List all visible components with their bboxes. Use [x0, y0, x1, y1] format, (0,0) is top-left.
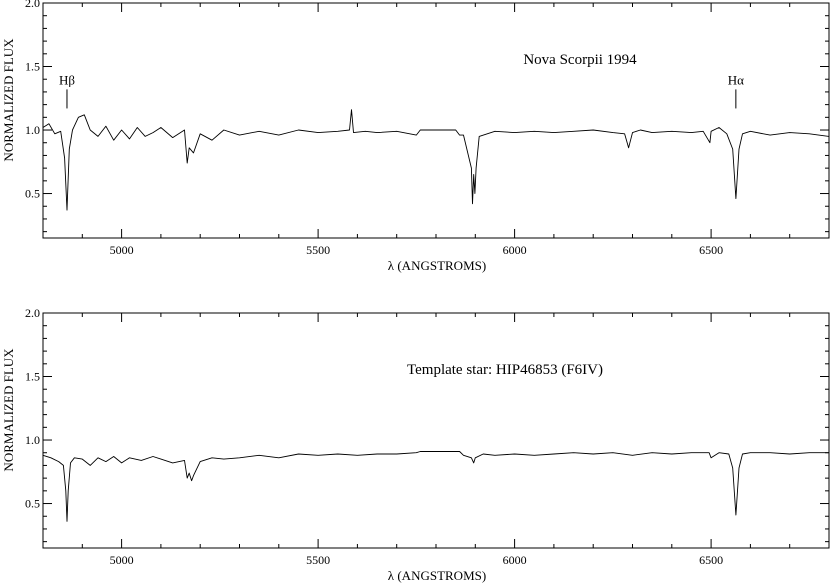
x-tick-label: 5000: [110, 243, 134, 257]
line-marker-label: Hβ: [59, 72, 75, 87]
y-tick-label: 1.5: [25, 60, 40, 74]
y-axis-title: NORMALIZED FLUX: [1, 38, 16, 162]
line-marker-label: Hα: [728, 72, 744, 87]
y-tick-label: 1.0: [25, 123, 40, 137]
template-panel: NORMALIZED FLUX λ (ANGSTROMS) Template s…: [1, 306, 830, 583]
plot-frame: [42, 312, 830, 549]
spectrum-line: [42, 451, 829, 522]
x-axis-title: λ (ANGSTROMS): [388, 258, 486, 273]
x-tick-label: 6000: [503, 243, 527, 257]
y-tick-label: 2.0: [25, 0, 40, 10]
x-tick-label: 6500: [699, 553, 723, 567]
spectrum-annotation: Template star: HIP46853 (F6IV): [407, 362, 603, 378]
x-tick-label: 5500: [306, 243, 330, 257]
y-tick-label: 1.5: [25, 370, 40, 384]
y-tick-label: 1.0: [25, 433, 40, 447]
x-tick-label: 6500: [699, 243, 723, 257]
spectrum-annotation: Nova Scorpii 1994: [523, 52, 637, 68]
spectrum-line: [42, 109, 830, 211]
x-tick-label: 5500: [306, 553, 330, 567]
plot-frame: [42, 2, 830, 239]
nova-panel: NORMALIZED FLUX λ (ANGSTROMS) Nova Scorp…: [1, 0, 830, 273]
x-tick-label: 5000: [110, 553, 134, 567]
x-axis-title: λ (ANGSTROMS): [388, 568, 486, 583]
y-axis-title: NORMALIZED FLUX: [1, 348, 16, 472]
y-tick-label: 2.0: [25, 306, 40, 320]
y-tick-label: 0.5: [25, 187, 40, 201]
x-tick-label: 6000: [503, 553, 527, 567]
y-tick-label: 0.5: [25, 497, 40, 511]
